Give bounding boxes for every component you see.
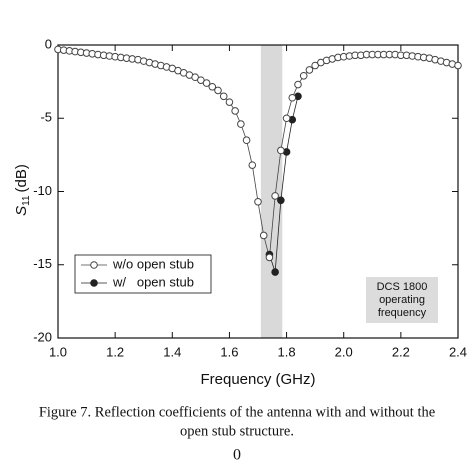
data-point xyxy=(259,231,268,240)
data-point xyxy=(271,268,279,276)
data-point xyxy=(277,146,285,155)
legend-box xyxy=(74,254,212,294)
y-tick-label: -20 xyxy=(33,329,52,344)
y-label-subscript: 11 xyxy=(21,195,32,206)
data-point xyxy=(225,98,234,106)
annotation-text: frequency xyxy=(378,307,427,319)
data-point xyxy=(248,161,257,169)
data-point xyxy=(305,66,314,74)
y-tick-label: -10 xyxy=(33,183,52,198)
annotation-box xyxy=(366,277,438,323)
legend-label: w/ open stub xyxy=(112,274,194,289)
caption-line: Figure 7. Reflection coefficients of the… xyxy=(39,404,435,420)
legend-marker xyxy=(90,279,98,287)
data-point xyxy=(231,107,239,115)
y-tick-label: -15 xyxy=(33,256,52,271)
x-tick-label: 1.8 xyxy=(278,344,296,359)
data-point xyxy=(299,71,308,80)
x-tick-label: 1.4 xyxy=(163,344,181,359)
legend-label: w/o open stub xyxy=(112,256,194,271)
annotation-text: DCS 1800 xyxy=(377,281,428,293)
data-point xyxy=(237,120,245,128)
data-point xyxy=(294,80,302,89)
x-tick-label: 1.2 xyxy=(106,344,124,359)
data-point xyxy=(254,197,262,206)
annotation-text: operating xyxy=(379,294,425,306)
x-tick-label: 1.0 xyxy=(49,344,67,359)
data-point xyxy=(219,92,228,101)
data-point xyxy=(282,114,291,123)
data-point xyxy=(288,93,297,102)
y-tick-label: 0 xyxy=(45,36,52,51)
data-point xyxy=(454,61,462,70)
y-tick-label: -5 xyxy=(40,110,52,125)
data-point xyxy=(242,136,251,145)
frequency-band xyxy=(260,45,283,338)
data-point xyxy=(208,82,217,91)
x-tick-label: 2.4 xyxy=(449,344,467,359)
data-point xyxy=(271,192,279,200)
x-tick-label: 2.2 xyxy=(392,344,410,359)
x-tick-label: 1.6 xyxy=(220,344,238,359)
legend-marker xyxy=(90,261,98,269)
series-line xyxy=(57,48,459,258)
y-label-unit: (dB) xyxy=(13,164,30,192)
caption-line: open stub structure. xyxy=(180,423,294,439)
x-axis-label: Frequency (GHz) xyxy=(200,371,315,388)
data-point xyxy=(265,253,274,262)
page-marker: 0 xyxy=(233,447,241,464)
data-point xyxy=(277,196,285,205)
data-point xyxy=(214,86,222,95)
y-label-symbol: S xyxy=(13,206,30,216)
data-point xyxy=(202,79,211,87)
x-tick-label: 2.0 xyxy=(335,344,353,359)
y-axis-label: S11 (dB) xyxy=(13,164,32,216)
